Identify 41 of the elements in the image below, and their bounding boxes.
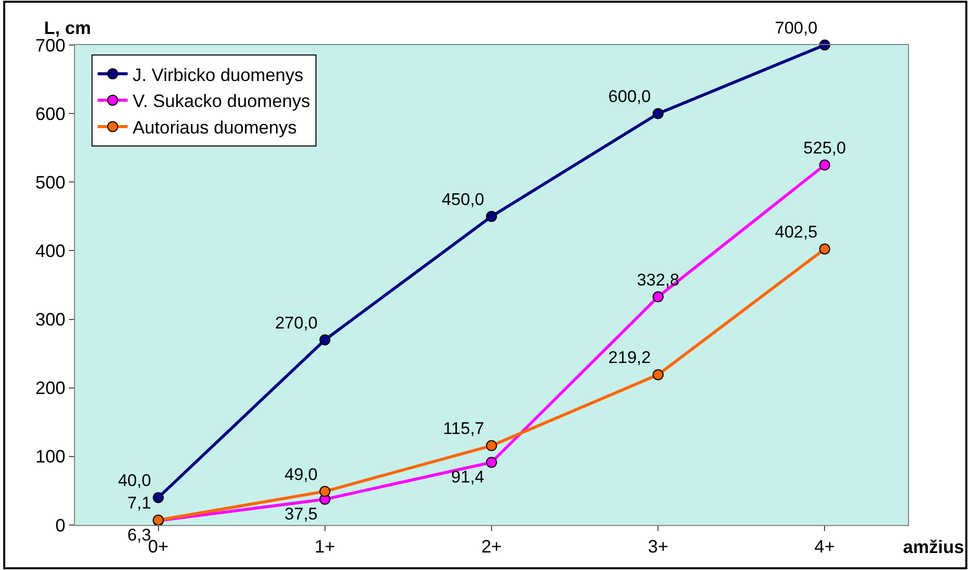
point: [319, 486, 330, 497]
data-label: 450,0: [442, 190, 484, 209]
data-label: 91,4: [451, 467, 484, 486]
data-label: 270,0: [275, 313, 318, 332]
y-tick-label: 300: [35, 310, 66, 330]
data-label: 37,5: [284, 504, 318, 524]
point: [819, 160, 830, 170]
point: [652, 291, 664, 302]
point: [486, 210, 497, 222]
data-label: 600,0: [608, 87, 651, 106]
y-tick-label: 0: [55, 515, 66, 536]
y-tick-label: 500: [35, 172, 66, 192]
legend-label: V. Sukacko duomenys: [132, 91, 310, 112]
data-label: 402,5: [774, 222, 818, 242]
point: [486, 440, 497, 452]
y-axis-title: L, cm: [44, 18, 92, 38]
x-tick-label: 1+: [314, 536, 336, 557]
x-axis-title: amžius: [903, 537, 964, 557]
legend-label: J. Virbicko duomenys: [132, 64, 304, 85]
data-label: 40,0: [118, 471, 152, 490]
point: [652, 369, 664, 380]
data-label: 115,7: [442, 419, 484, 438]
point: [819, 244, 830, 254]
y-tick-label: 600: [35, 104, 66, 124]
data-label: 525,0: [803, 138, 846, 158]
point: [652, 108, 664, 120]
x-tick-label: 4+: [814, 536, 835, 557]
y-tick-label: 400: [35, 241, 66, 262]
data-label: 219,2: [608, 348, 651, 368]
x-tick-label: 2+: [481, 536, 502, 557]
point: [319, 334, 330, 346]
point: [152, 492, 164, 504]
y-tick-label: 200: [35, 378, 66, 398]
y-tick-label: 100: [35, 446, 66, 467]
data-label: 49,0: [284, 464, 318, 484]
legend-label: Autoriaus duomenys: [132, 118, 297, 138]
data-label: 332,8: [636, 270, 680, 290]
data-label: 700,0: [774, 18, 818, 38]
data-label: 7,1: [127, 494, 152, 513]
x-tick-label: 3+: [648, 536, 668, 557]
point: [486, 456, 497, 468]
